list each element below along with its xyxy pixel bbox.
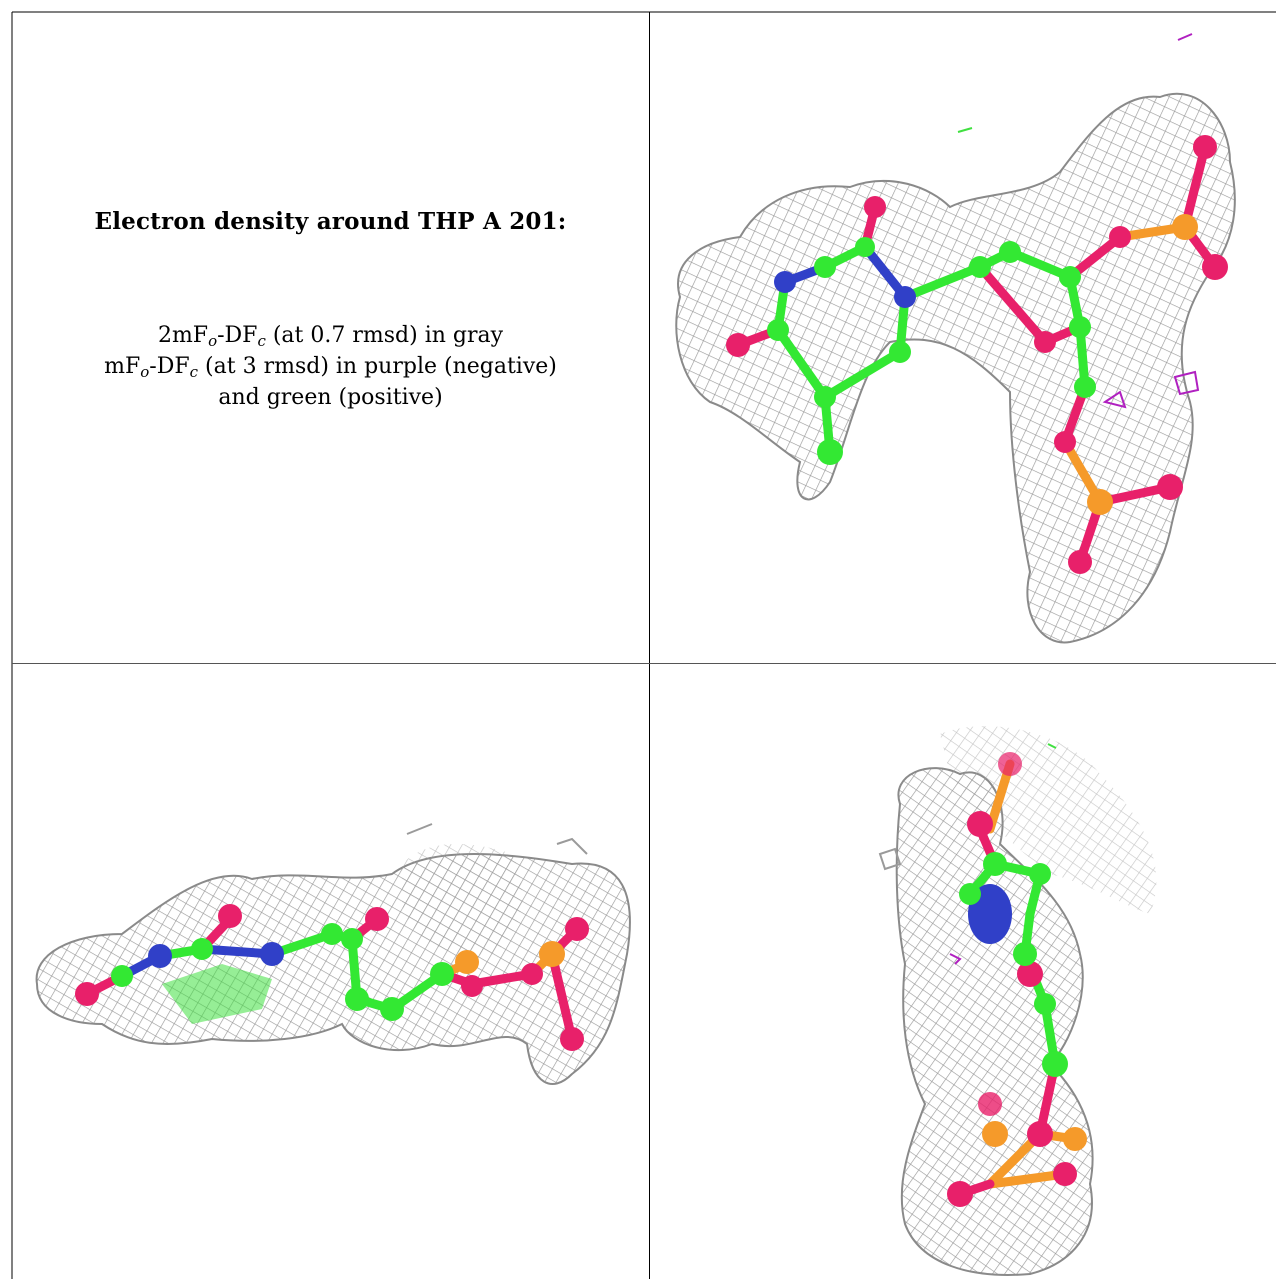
legend-line-2mfo: 2mFo-DFc (at 0.7 rmsd) in gray bbox=[157, 323, 504, 350]
density-view-top bbox=[650, 12, 1276, 663]
negative-blob bbox=[949, 953, 962, 965]
density-mesh bbox=[675, 92, 1236, 644]
density-view-end bbox=[650, 664, 1276, 1279]
figure-title: Electron density around THP A 201: bbox=[94, 208, 567, 235]
caption-panel: Electron density around THP A 201: 2mFo-… bbox=[12, 12, 649, 663]
legend-line-mfo: mFo-DFc (at 3 rmsd) in purple (negative) bbox=[104, 354, 557, 381]
map-legend: 2mFo-DFc (at 0.7 rmsd) in gray mFo-DFc (… bbox=[12, 320, 649, 413]
positive-blob bbox=[162, 964, 272, 1024]
ligand-atoms bbox=[947, 752, 1087, 1207]
negative-blob bbox=[1173, 370, 1200, 396]
positive-blob bbox=[957, 127, 973, 133]
density-view-side bbox=[12, 664, 649, 1279]
ligand-atoms bbox=[726, 135, 1228, 574]
ligand-atoms bbox=[75, 904, 589, 1051]
legend-line-positive: and green (positive) bbox=[218, 385, 443, 410]
